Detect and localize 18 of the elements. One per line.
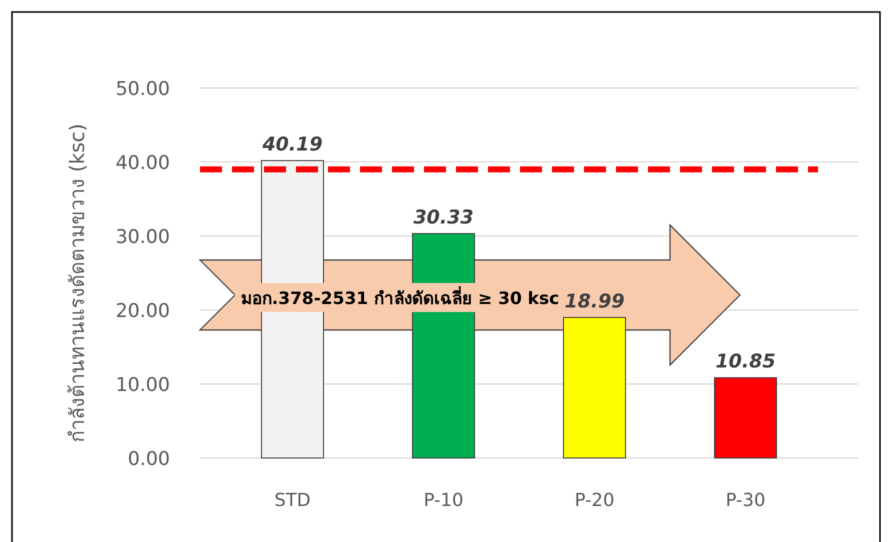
x-tick-label: P-30 [726,490,766,511]
x-tick-label: STD [274,490,311,511]
bar [714,377,777,458]
data-label: 10.85 [715,350,776,373]
y-tick-label: 0.00 [128,448,170,470]
y-tick-label: 20.00 [116,300,170,322]
y-tick-label: 50.00 [116,78,170,100]
x-tick-label: P-20 [574,490,614,511]
x-tick-label: P-10 [424,490,464,511]
y-tick-label: 30.00 [116,226,170,248]
data-label: 18.99 [564,290,625,312]
y-tick-label: 40.00 [116,152,170,174]
y-axis-title: กำลังต้านทานแรงดัดตามขวาง (ksc) [65,124,89,442]
data-label: 40.19 [261,134,323,156]
data-label: 30.33 [413,206,474,229]
y-tick-label: 10.00 [116,374,170,396]
bar [563,316,626,458]
annotation: มอก.378-2531 กำลังดัดเฉลี่ย ≥ 30 ksc [240,286,560,309]
